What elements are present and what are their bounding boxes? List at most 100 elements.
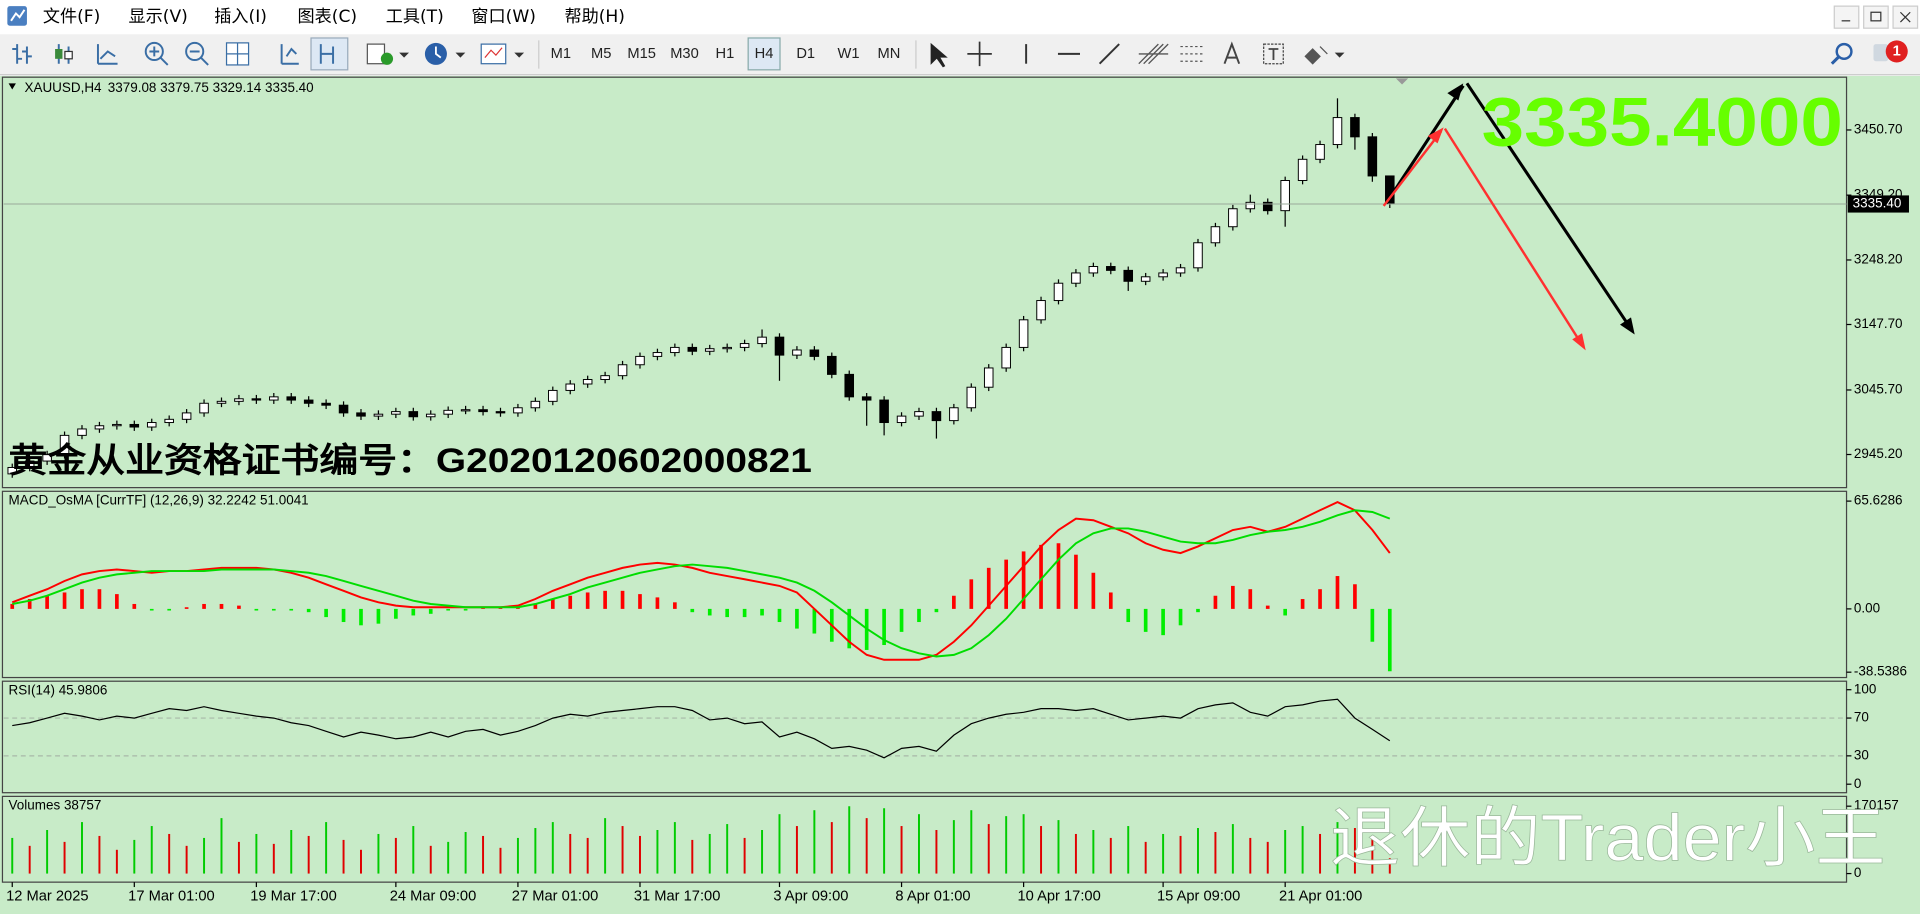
app-icon-glyph (10, 9, 26, 22)
arrow-line (1382, 130, 1443, 207)
x-tick-label: 19 Mar 17:00 (250, 889, 337, 905)
candle-body (739, 343, 750, 348)
y-tick-label: 0 (1854, 865, 1861, 880)
y-tick-label: 70 (1854, 710, 1869, 725)
candle-body (1036, 300, 1046, 321)
candle-body (774, 336, 785, 356)
auto-scroll-button[interactable] (280, 44, 299, 65)
channel-button[interactable] (1138, 43, 1169, 65)
minimize-button[interactable] (1833, 5, 1860, 29)
notifications-button[interactable] (1873, 44, 1889, 62)
chart-shift-marker (1395, 78, 1409, 85)
candle-body (321, 402, 331, 406)
candle-body (24, 460, 35, 468)
candle-body (914, 411, 924, 417)
y-tick-label: 3045.70 (1854, 382, 1903, 397)
timeframe-button[interactable]: H4 (755, 46, 774, 62)
trendline-button[interactable] (1098, 43, 1120, 65)
text-label-button[interactable] (1263, 43, 1284, 65)
arrow-head (1447, 83, 1464, 101)
cursor-button[interactable] (930, 42, 948, 68)
menu-item[interactable]: 工具(T) (386, 7, 444, 27)
clock-hand (435, 46, 442, 59)
tile-windows-glyph (226, 42, 249, 65)
zoom-out-button[interactable] (185, 41, 205, 62)
arrow-head (1620, 317, 1635, 335)
candle-body (303, 399, 314, 404)
candle-body (199, 402, 209, 414)
panel-title: Volumes 38757 (9, 798, 102, 813)
timeframe-button[interactable]: M15 (627, 46, 656, 62)
timeframe-button[interactable]: H1 (716, 46, 735, 62)
crosshair-button[interactable] (967, 41, 992, 67)
candle-body (425, 413, 436, 418)
search-glyph (1830, 55, 1841, 65)
x-tick-label: 24 Mar 09:00 (390, 889, 477, 905)
timeframe-button[interactable]: M5 (591, 46, 611, 62)
arrow-head (1572, 333, 1586, 351)
panel-title: MACD_OsMA [CurrTF] (12,26,9) 32.2242 51.… (9, 493, 309, 508)
menu-item[interactable]: 窗口(W) (471, 7, 536, 27)
candle-body (1106, 266, 1116, 271)
text-label-glyph (1268, 48, 1279, 61)
templates-button[interactable] (480, 43, 507, 65)
candle-body (460, 409, 471, 412)
timeframe-button[interactable]: D1 (796, 46, 815, 62)
x-tick-label: 3 Apr 09:00 (773, 889, 848, 905)
chart-area (0, 75, 1920, 914)
dropdown-arrow (455, 52, 466, 58)
author-signature: 退休的Trader小王 (1330, 801, 1886, 875)
fibonacci-button[interactable] (1180, 45, 1205, 62)
volume-panel (1, 795, 1848, 883)
y-tick-label: 3450.70 (1854, 122, 1903, 137)
search-button[interactable] (1835, 42, 1853, 61)
candle-body (216, 400, 227, 404)
y-tick-label: 2945.20 (1854, 446, 1903, 461)
candle-body (1071, 272, 1081, 284)
candle-body (129, 423, 140, 428)
candle-body (269, 396, 279, 401)
line-chart-button[interactable] (96, 44, 118, 65)
panel-title: RSI(14) 45.9806 (9, 683, 108, 698)
candle-body (42, 454, 52, 462)
menu-item[interactable]: 插入(I) (214, 7, 267, 27)
price-panel (1, 76, 1848, 489)
candle-body (1245, 201, 1256, 210)
candle-body (635, 355, 645, 366)
arrow-line (1443, 127, 1585, 348)
candle-body (896, 415, 907, 424)
x-tick-label: 10 Apr 17:00 (1017, 889, 1100, 905)
candle-body (792, 349, 802, 356)
candle-body (827, 355, 837, 375)
menu-item[interactable]: 文件(F) (43, 7, 100, 27)
candle-body (548, 389, 558, 402)
menu-item[interactable]: 帮助(H) (564, 7, 624, 27)
candle-body (7, 466, 18, 475)
candle-body (1228, 208, 1238, 228)
candle-body (931, 411, 942, 422)
arrows-button[interactable] (1304, 46, 1328, 65)
timeframe-button[interactable]: W1 (838, 46, 860, 62)
window-controls (1833, 5, 1919, 29)
certificate-watermark: 黄金从业资格证书编号：G2020120602000821 (9, 441, 812, 480)
timeframe-button[interactable]: M1 (551, 46, 571, 62)
x-tick-label: 12 Mar 2025 (6, 889, 88, 905)
active-timeframe (747, 37, 781, 71)
zoom-in-button[interactable] (144, 41, 164, 62)
zoom-out-glyph (189, 50, 209, 66)
candle-body (966, 386, 977, 409)
candle-body (234, 398, 244, 402)
candle-body (495, 411, 506, 414)
timeframe-button[interactable]: M30 (670, 46, 699, 62)
y-tick-label: 65.6286 (1854, 493, 1903, 508)
panel-title: XAUUSD,H4 (24, 80, 102, 95)
text-button[interactable] (1223, 41, 1241, 65)
menu-item[interactable]: 显示(V) (129, 7, 188, 27)
signal-line (12, 509, 1391, 658)
menu-item[interactable]: 图表(C) (298, 7, 358, 27)
timeframe-button[interactable]: MN (878, 46, 901, 62)
restore-button[interactable] (1863, 5, 1889, 29)
bar-chart-button[interactable] (12, 44, 32, 64)
candle-body (164, 418, 174, 424)
candle-body (1018, 319, 1029, 348)
